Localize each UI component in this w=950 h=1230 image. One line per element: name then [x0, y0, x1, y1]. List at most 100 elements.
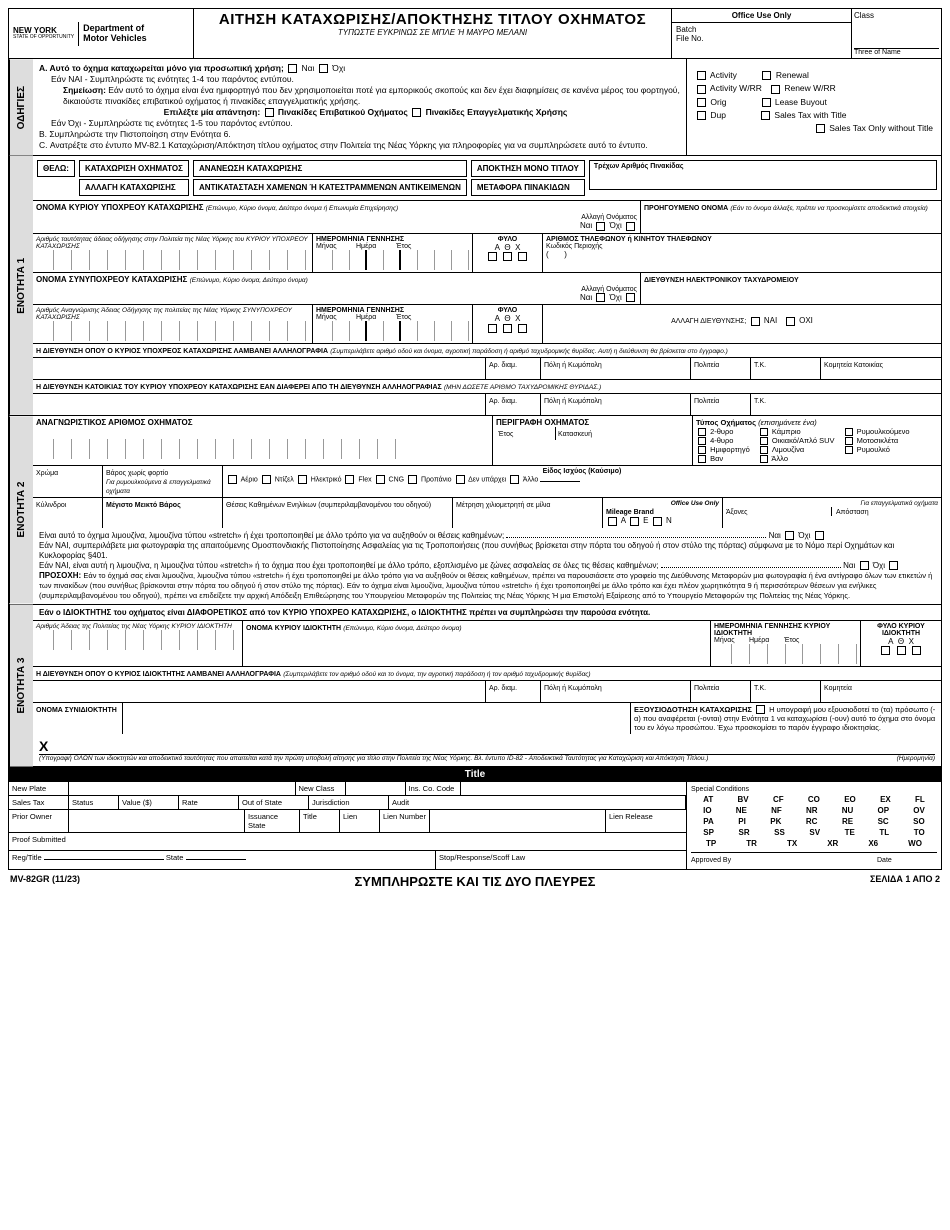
checkbox-commercial[interactable]: [412, 108, 421, 117]
condition-code: BV: [738, 795, 749, 804]
chk-flex[interactable]: [345, 475, 354, 484]
co-dob-input[interactable]: [316, 321, 469, 341]
chk-co-sex-x[interactable]: [518, 324, 527, 333]
chk-limo1-yes[interactable]: [785, 531, 794, 540]
chk-gas[interactable]: [228, 475, 237, 484]
chk-2door[interactable]: [698, 428, 706, 436]
chk-fuel-other[interactable]: [510, 475, 519, 484]
email-label: ΔΙΕΥΘΥΝΣΗ ΗΛΕΚΤΡΟΝΙΚΟΥ ΤΑΧΥΔΡΟΜΕΙΟΥ: [644, 277, 799, 284]
jurisdiction-label: Jurisdiction: [312, 798, 350, 807]
chk-orig[interactable]: [697, 98, 706, 107]
chk-mile-a[interactable]: [608, 517, 617, 526]
chk-stax-only[interactable]: [816, 124, 825, 133]
chk-cng[interactable]: [376, 475, 385, 484]
section-2: ΕΝΟΤΗΤΑ 2 ΑΝΑΓΝΩΡΙΣΤΙΚΟΣ ΑΡΙΘΜΟΣ ΟΧΗΜΑΤΟ…: [8, 416, 942, 604]
condition-code: FL: [915, 795, 925, 804]
chk-renew-wrr[interactable]: [771, 85, 780, 94]
sex-label: ΦΥΛΟ: [476, 236, 539, 243]
chk-sex-th[interactable]: [503, 252, 512, 261]
chk-conv[interactable]: [760, 428, 768, 436]
weight-label: Βάρος χωρίς φορτίο: [106, 470, 168, 477]
chk-owner-x[interactable]: [912, 646, 921, 655]
form-title: ΑΙΤΗΣΗ ΚΑΤΑΧΩΡΙΣΗΣ/ΑΠΟΚΤΗΣΗΣ ΤΙΤΛΟΥ ΟΧΗΜ…: [196, 11, 669, 28]
chk-addr-no[interactable]: [786, 317, 795, 326]
checkbox-passenger[interactable]: [265, 108, 274, 117]
chk-co-name-yes[interactable]: [596, 293, 605, 302]
condition-code: TO: [914, 828, 925, 837]
btn-transfer[interactable]: ΜΕΤΑΦΟΡΑ ΠΙΝΑΚΙΔΩΝ: [471, 179, 585, 196]
i-want-row: ΘΕΛΩ: ΚΑΤΑΧΩΡΙΣΗ ΟΧΗΜΑΤΟΣ ΑΛΛΑΓΗ ΚΑΤΑΧΩΡ…: [33, 156, 941, 200]
addr-change-label: ΑΛΛΑΓΗ ΔΙΕΥΘΥΝΣΗΣ;: [671, 318, 746, 325]
id-input[interactable]: [36, 250, 309, 270]
line-b: Β. Συμπληρώστε την Πιστοποίηση στην Ενότ…: [39, 129, 680, 140]
owner-name-label: ΟΝΟΜΑ ΚΥΡΙΟΥ ΙΔΙΟΚΤΗΤΗ: [246, 625, 341, 632]
chk-mile-e[interactable]: [630, 517, 639, 526]
chk-diesel[interactable]: [262, 475, 271, 484]
btn-change[interactable]: ΑΛΛΑΓΗ ΚΑΤΑΧΩΡΙΣΗΣ: [79, 179, 189, 196]
approved-by-label: Approved By: [691, 857, 731, 864]
chk-mile-n[interactable]: [653, 517, 662, 526]
chk-limo[interactable]: [760, 446, 768, 454]
btn-replace[interactable]: ΑΝΤΙΚΑΤΑΣΤΑΣΗ ΧΑΜΕΝΩΝ Ή ΚΑΤΕΣΤΡΑΜΜΕΝΩΝ Α…: [193, 179, 467, 196]
chk-4door[interactable]: [698, 437, 706, 445]
condition-code: CF: [773, 795, 784, 804]
lien-label: Lien: [343, 812, 357, 821]
chk-renewal[interactable]: [762, 71, 771, 80]
chk-auth[interactable]: [756, 705, 765, 714]
chk-dup[interactable]: [697, 111, 706, 120]
co-id-note: Αριθμός Αναγνώρισης Άδειας Οδήγησης της …: [36, 307, 309, 321]
chk-name-change-no[interactable]: [626, 222, 635, 231]
chk-van[interactable]: [698, 455, 706, 463]
chk-co-name-no[interactable]: [626, 293, 635, 302]
co-owner-label: ΟΝΟΜΑ ΣΥΝΙΔΙΟΚΤΗΤΗ: [36, 707, 117, 714]
chk-co-sex-a[interactable]: [488, 324, 497, 333]
chk-owner-th[interactable]: [897, 646, 906, 655]
chk-sex-x[interactable]: [518, 252, 527, 261]
btn-register[interactable]: ΚΑΤΑΧΩΡΙΣΗ ΟΧΗΜΑΤΟΣ: [79, 160, 189, 177]
btn-title-only[interactable]: ΑΠΟΚΤΗΣΗ ΜΟΝΟ ΤΙΤΛΟΥ: [471, 160, 585, 177]
chk-owner-a[interactable]: [881, 646, 890, 655]
prev-name-label: ΠΡΟΗΓΟΥΜΕΝΟ ΟΝΟΜΑ: [644, 205, 728, 212]
chk-truck[interactable]: [698, 446, 706, 454]
owner-dob-input[interactable]: [714, 644, 857, 664]
auth-label: ΕΞΟΥΣΙΟΔΟΤΗΣΗ ΚΑΤΑΧΩΡΙΣΗΣ: [634, 705, 752, 714]
form-page: NEW YORK STATE OF OPPORTUNITY Department…: [0, 0, 950, 901]
q-personal-use: Α. Αυτό το όχημα καταχωρείται μόνο για π…: [39, 63, 284, 73]
checkbox-yes[interactable]: [288, 64, 297, 73]
dept-name: Department of Motor Vehicles: [83, 24, 147, 44]
dob-input[interactable]: [316, 250, 469, 270]
vin-input[interactable]: [36, 439, 489, 459]
condition-code: TL: [879, 828, 889, 837]
title-cell: ΑΙΤΗΣΗ ΚΑΤΑΧΩΡΙΣΗΣ/ΑΠΟΚΤΗΣΗΣ ΤΙΤΛΟΥ ΟΧΗΜ…: [194, 9, 671, 58]
chk-name-change-yes[interactable]: [596, 222, 605, 231]
chk-addr-yes[interactable]: [751, 317, 760, 326]
chk-lease[interactable]: [762, 98, 771, 107]
owner-id-input[interactable]: [36, 630, 239, 650]
co-id-input[interactable]: [36, 321, 309, 341]
chk-elec[interactable]: [298, 475, 307, 484]
checkbox-no[interactable]: [319, 64, 328, 73]
chk-sex-a[interactable]: [488, 252, 497, 261]
chk-prop[interactable]: [408, 475, 417, 484]
chk-trailer[interactable]: [845, 446, 853, 454]
ou-date-label: Date: [877, 857, 892, 864]
btn-renew[interactable]: ΑΝΑΝΕΩΣΗ ΚΑΤΑΧΩΡΙΣΗΣ: [193, 160, 467, 177]
if-yes-line: Εάν ΝΑΙ - Συμπληρώστε τις ενότητες 1-4 τ…: [51, 74, 294, 84]
chk-other[interactable]: [760, 455, 768, 463]
chk-limo2-yes[interactable]: [860, 561, 869, 570]
chk-activity-wrr[interactable]: [697, 85, 706, 94]
chk-co-sex-th[interactable]: [503, 324, 512, 333]
chk-tow[interactable]: [845, 428, 853, 436]
chk-stax-title[interactable]: [761, 111, 770, 120]
chk-moto[interactable]: [845, 437, 853, 445]
condition-code: SO: [913, 817, 925, 826]
chk-activity[interactable]: [697, 71, 706, 80]
status-label: Status: [72, 798, 93, 807]
condition-code: NR: [806, 806, 818, 815]
chk-limo2-no[interactable]: [889, 561, 898, 570]
chk-none[interactable]: [456, 475, 465, 484]
mgw-label: Μέγιστο Μεικτό Βάρος: [106, 502, 181, 509]
chk-limo1-no[interactable]: [815, 531, 824, 540]
condition-code: NE: [736, 806, 747, 815]
chk-suv[interactable]: [760, 437, 768, 445]
